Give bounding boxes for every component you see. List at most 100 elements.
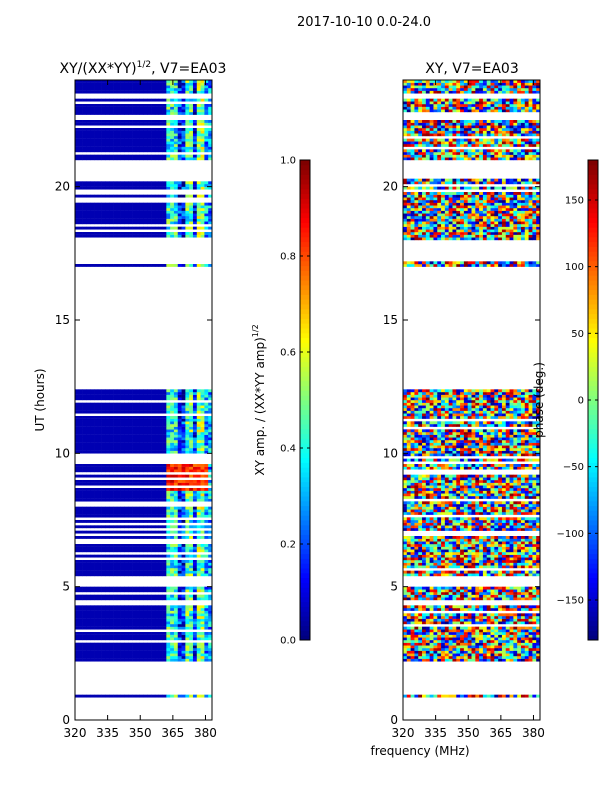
panel1-heat-cell xyxy=(101,216,106,219)
panel2-heat-cell xyxy=(441,626,446,630)
panel1-heat-cell xyxy=(105,621,110,625)
panel1-heat-cell xyxy=(120,613,125,617)
panel2-heat-cell xyxy=(410,618,415,622)
panel2-heat-cell xyxy=(524,656,529,659)
colorbar1-gradient-segment xyxy=(300,280,310,286)
panel1-heat-cell xyxy=(166,642,171,646)
panel1-heat-cell xyxy=(196,498,201,502)
panel1-heat-cell xyxy=(135,650,140,654)
panel1-heat-cell xyxy=(151,186,156,190)
panel1-heat-cell xyxy=(97,442,102,446)
panel2-heat-cell xyxy=(524,658,529,662)
panel1-heat-cell xyxy=(75,525,80,529)
panel1-heat-cell xyxy=(151,397,156,401)
panel1-heat-cell xyxy=(204,429,209,433)
panel1-heat-cell xyxy=(97,109,102,113)
panel2-heat-cell xyxy=(418,645,423,649)
panel1-heat-cell xyxy=(139,144,144,147)
panel2-heat-cell xyxy=(425,616,430,619)
panel1-heat-cell xyxy=(143,208,148,211)
panel1-heat-cell xyxy=(75,694,80,698)
panel1-heat-cell xyxy=(185,208,190,211)
panel1-heat-cell xyxy=(135,642,140,646)
panel1-heat-cell xyxy=(132,546,137,550)
panel1-heat-cell xyxy=(177,608,182,611)
panel1-heat-cell xyxy=(143,448,148,451)
panel1-heat-cell xyxy=(82,434,87,438)
panel1-heat-cell xyxy=(166,392,171,395)
panel1-heat-cell xyxy=(120,512,125,515)
panel2-heat-cell xyxy=(475,629,480,633)
panel1-heat-cell xyxy=(90,650,95,654)
panel1-heat-cell xyxy=(105,416,110,419)
panel1-heat-cell xyxy=(196,694,201,698)
panel1-heat-cell xyxy=(86,626,91,630)
panel1-heat-cell xyxy=(105,112,110,115)
panel2-heat-cell xyxy=(460,656,465,659)
panel1-heat-cell xyxy=(196,594,201,598)
panel1-heat-cell xyxy=(116,133,121,137)
panel1-heat-cell xyxy=(147,648,152,651)
panel1-heat-cell xyxy=(97,429,102,433)
panel2-heat-cell xyxy=(422,650,427,654)
panel1-heat-cell xyxy=(101,530,106,534)
panel1-heat-cell xyxy=(170,437,175,441)
panel2-heat-cell xyxy=(460,632,465,635)
panel1-heat-cell xyxy=(90,496,95,499)
panel1-heat-cell xyxy=(109,597,114,601)
panel2-heat-cell xyxy=(513,616,518,619)
panel2-heat-cell xyxy=(520,626,526,630)
panel1-heat-cell xyxy=(78,624,83,627)
panel1-heat-cell xyxy=(97,560,102,563)
panel1-heat-cell xyxy=(177,442,182,446)
panel1-heat-cell xyxy=(86,133,91,137)
panel1-heat-cell xyxy=(128,469,133,473)
panel1-heat-cell xyxy=(128,82,133,86)
panel1-heat-cell xyxy=(151,194,156,198)
panel1-heat-cell xyxy=(90,616,95,619)
panel1-heat-cell xyxy=(162,648,167,651)
panel1-heat-cell xyxy=(120,421,125,425)
panel1-heat-cell xyxy=(109,605,114,609)
panel1-heat-cell xyxy=(196,565,201,569)
panel1-heat-cell xyxy=(78,90,83,94)
panel1-heat-cell xyxy=(204,133,209,137)
panel1-heat-cell xyxy=(162,488,167,491)
panel1-heat-cell xyxy=(90,642,95,646)
panel1-heat-cell xyxy=(86,565,91,569)
panel1-heat-cell xyxy=(151,562,156,566)
panel1-heat-cell xyxy=(208,82,213,86)
panel1-heat-cell xyxy=(154,208,160,211)
panel1-heat-cell xyxy=(135,514,140,518)
panel1-heat-cell xyxy=(86,498,91,502)
panel1-heat-cell xyxy=(158,482,163,486)
panel1-heat-cell xyxy=(181,544,186,547)
panel1-heat-cell xyxy=(109,394,114,398)
panel1-heat-cell xyxy=(181,88,186,91)
panel1-heat-cell xyxy=(185,181,190,185)
panel1-heat-cell xyxy=(120,650,125,654)
panel1-heat-cell xyxy=(204,616,209,619)
panel1-heat-cell xyxy=(189,88,194,91)
panel1-heat-cell xyxy=(132,562,137,566)
panel1-heat-cell xyxy=(101,469,106,473)
panel1-heat-cell xyxy=(189,154,194,158)
panel2-heat-cell xyxy=(494,634,499,638)
panel1-heat-cell xyxy=(189,429,194,433)
panel1-heat-cell xyxy=(170,106,175,110)
panel1-heat-cell xyxy=(105,546,110,550)
panel1-heat-cell xyxy=(196,82,201,86)
panel1-heat-cell xyxy=(135,410,140,414)
panel2-heat-cell xyxy=(509,650,514,654)
panel1-heat-cell xyxy=(162,394,167,398)
panel1-heat-cell xyxy=(78,392,83,395)
panel1-heat-cell xyxy=(75,157,80,161)
colorbar1-gradient-segment xyxy=(300,443,310,449)
panel1-heat-cell xyxy=(196,469,201,473)
panel1-heat-cell xyxy=(97,120,102,123)
panel1-heat-cell xyxy=(132,104,137,107)
panel1-heat-cell xyxy=(82,597,87,601)
panel2-heat-cell xyxy=(482,650,488,654)
panel2-heat-cell xyxy=(441,645,446,649)
panel1-heat-cell xyxy=(113,498,118,502)
